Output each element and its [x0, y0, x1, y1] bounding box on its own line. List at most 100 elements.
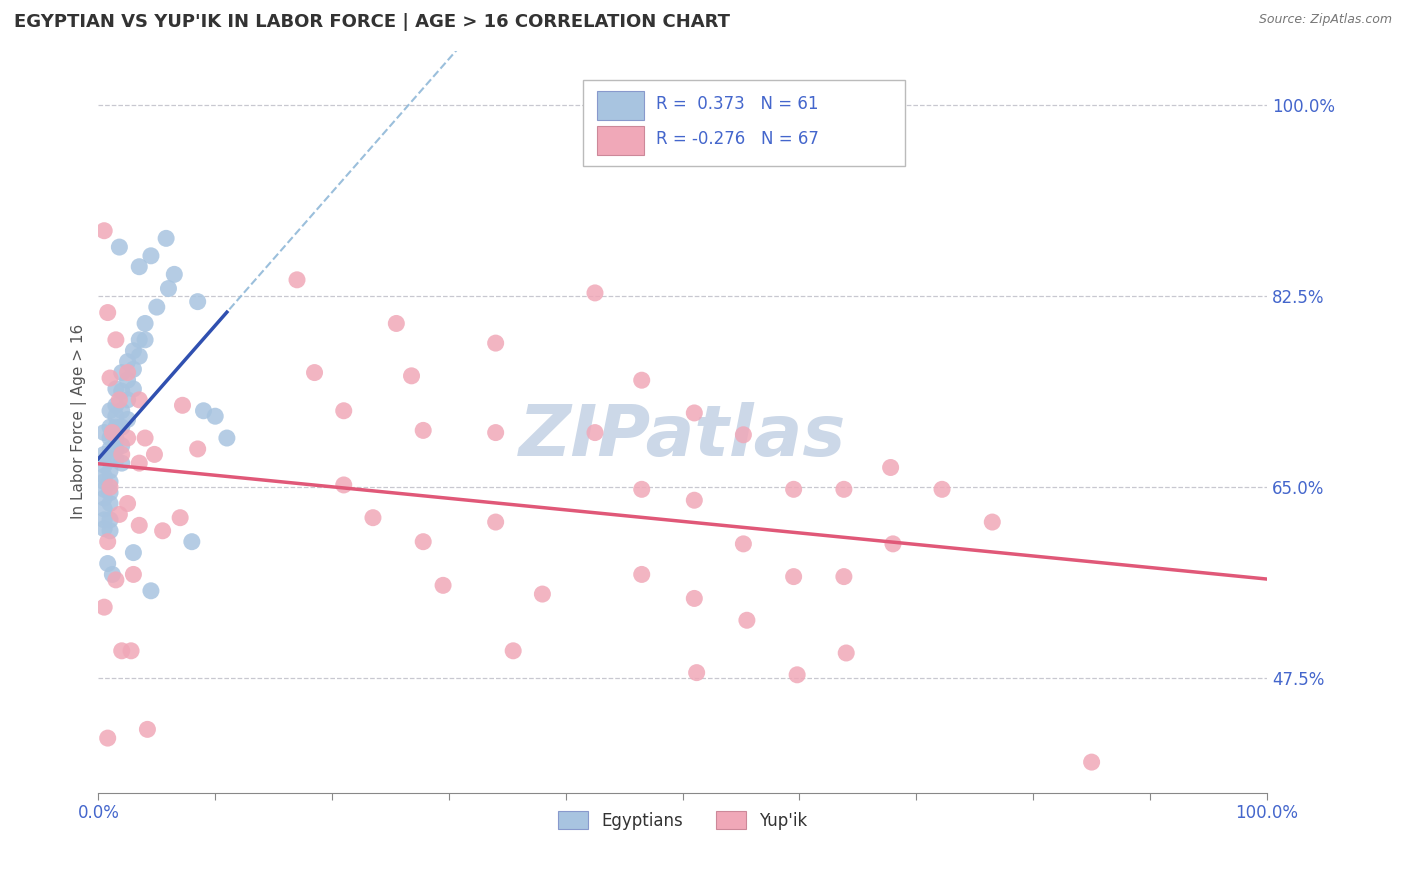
Point — [98, 480, 121, 494]
Point — [93, 483, 115, 497]
Point — [117, 431, 139, 445]
Point — [882, 537, 904, 551]
Point — [98, 431, 121, 445]
Point — [97, 305, 120, 319]
Point — [98, 485, 121, 500]
Point — [583, 285, 606, 300]
Point — [122, 343, 145, 358]
Point — [111, 644, 134, 658]
Point — [187, 442, 209, 456]
Point — [128, 518, 150, 533]
Text: R =  0.373   N = 61: R = 0.373 N = 61 — [655, 95, 818, 113]
Point — [97, 557, 120, 571]
Text: EGYPTIAN VS YUP'IK IN LABOR FORCE | AGE > 16 CORRELATION CHART: EGYPTIAN VS YUP'IK IN LABOR FORCE | AGE … — [14, 13, 730, 31]
Point — [111, 366, 134, 380]
Point — [155, 231, 177, 245]
Point — [104, 442, 127, 456]
Point — [101, 567, 124, 582]
Point — [485, 425, 508, 440]
Point — [832, 483, 855, 497]
Point — [152, 524, 174, 538]
Point — [101, 425, 124, 440]
Point — [93, 502, 115, 516]
FancyBboxPatch shape — [598, 92, 644, 120]
Point — [104, 573, 127, 587]
Point — [835, 646, 858, 660]
FancyBboxPatch shape — [598, 127, 644, 154]
Point — [98, 371, 121, 385]
Point — [361, 510, 384, 524]
Point — [104, 398, 127, 412]
Point — [128, 260, 150, 274]
Point — [128, 456, 150, 470]
Point — [104, 409, 127, 424]
Point — [163, 268, 186, 282]
Point — [108, 508, 131, 522]
Point — [98, 442, 121, 456]
Text: R = -0.276   N = 67: R = -0.276 N = 67 — [655, 130, 818, 148]
Point — [146, 300, 169, 314]
Point — [108, 240, 131, 254]
Point — [93, 447, 115, 461]
Point — [502, 644, 524, 658]
Point — [93, 522, 115, 536]
Point — [531, 587, 554, 601]
FancyBboxPatch shape — [583, 80, 904, 166]
Point — [104, 382, 127, 396]
Point — [782, 483, 804, 497]
Point — [111, 420, 134, 434]
Point — [98, 475, 121, 489]
Point — [981, 515, 1004, 529]
Point — [412, 534, 434, 549]
Point — [97, 731, 120, 745]
Point — [93, 475, 115, 489]
Point — [111, 439, 134, 453]
Point — [733, 537, 755, 551]
Point — [117, 392, 139, 407]
Point — [193, 403, 215, 417]
Text: Source: ZipAtlas.com: Source: ZipAtlas.com — [1258, 13, 1392, 27]
Point — [108, 392, 131, 407]
Point — [98, 453, 121, 467]
Point — [786, 668, 808, 682]
Y-axis label: In Labor Force | Age > 16: In Labor Force | Age > 16 — [72, 324, 87, 519]
Point — [117, 354, 139, 368]
Point — [128, 392, 150, 407]
Point — [169, 510, 191, 524]
Point — [180, 534, 202, 549]
Point — [93, 491, 115, 505]
Point — [117, 366, 139, 380]
Point — [685, 665, 707, 680]
Point — [733, 427, 755, 442]
Point — [412, 424, 434, 438]
Point — [104, 453, 127, 467]
Point — [139, 583, 162, 598]
Point — [204, 409, 226, 424]
Point — [117, 496, 139, 510]
Point — [122, 382, 145, 396]
Point — [111, 384, 134, 398]
Point — [128, 333, 150, 347]
Legend: Egyptians, Yup'ik: Egyptians, Yup'ik — [551, 805, 814, 837]
Point — [122, 567, 145, 582]
Point — [782, 569, 804, 583]
Point — [683, 493, 706, 508]
Point — [385, 317, 408, 331]
Point — [93, 458, 115, 473]
Point — [432, 578, 454, 592]
Text: ZIPatlas: ZIPatlas — [519, 402, 846, 471]
Point — [187, 294, 209, 309]
Point — [630, 567, 652, 582]
Point — [98, 524, 121, 538]
Point — [111, 403, 134, 417]
Point — [735, 613, 758, 627]
Point — [120, 644, 142, 658]
Point — [143, 447, 166, 461]
Point — [332, 403, 354, 417]
Point — [117, 412, 139, 426]
Point — [111, 456, 134, 470]
Point — [93, 513, 115, 527]
Point — [93, 600, 115, 615]
Point — [122, 362, 145, 376]
Point — [172, 398, 194, 412]
